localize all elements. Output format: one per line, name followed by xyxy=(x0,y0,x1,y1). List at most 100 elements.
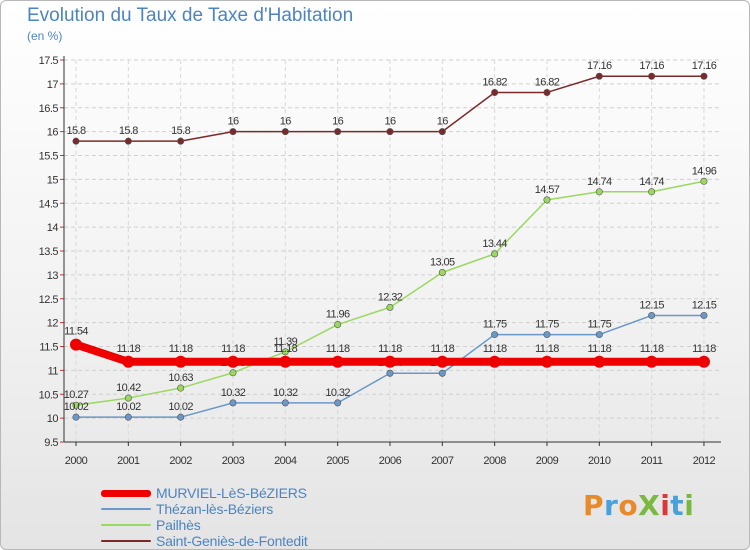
data-point xyxy=(281,399,289,407)
data-point xyxy=(648,188,656,196)
data-point xyxy=(491,88,499,96)
data-point xyxy=(648,311,656,319)
x-tick-label: 2012 xyxy=(693,455,716,467)
legend-swatch xyxy=(101,524,151,526)
data-point xyxy=(279,355,292,368)
data-point xyxy=(595,72,603,80)
logo-letter: P xyxy=(583,489,605,522)
data-point xyxy=(700,311,708,319)
data-point xyxy=(70,338,82,351)
y-tick-label: 16 xyxy=(47,127,59,139)
legend-swatch xyxy=(101,489,151,497)
data-label: 16 xyxy=(384,116,396,128)
data-label: 11.18 xyxy=(116,343,140,355)
x-tick-label: 2010 xyxy=(588,455,611,467)
data-point xyxy=(281,348,289,356)
legend-label: Thézan-lès-Béziers xyxy=(156,501,273,517)
data-label: 11.18 xyxy=(221,343,245,355)
data-point xyxy=(229,369,237,377)
legend-label: Saint-Geniès-de-Fontedit xyxy=(156,533,308,549)
data-point xyxy=(229,399,237,407)
data-point xyxy=(281,128,289,136)
x-tick-label: 2004 xyxy=(274,455,297,467)
data-point xyxy=(595,188,603,196)
y-tick-label: 14.5 xyxy=(39,198,59,210)
x-tick-label: 2011 xyxy=(641,455,663,467)
data-label: 14.96 xyxy=(692,165,717,177)
data-label: 14.57 xyxy=(535,184,560,196)
data-label: 11.18 xyxy=(483,343,507,355)
data-label: 17.16 xyxy=(692,60,717,72)
data-point xyxy=(177,384,185,392)
x-tick-label: 2006 xyxy=(379,455,402,467)
data-label: 10.02 xyxy=(64,401,89,413)
data-point xyxy=(124,413,132,421)
data-point xyxy=(386,369,394,377)
data-label: 16 xyxy=(437,116,449,128)
data-point xyxy=(491,250,499,258)
data-label: 14.74 xyxy=(587,176,612,188)
data-point xyxy=(177,413,185,421)
data-point xyxy=(122,355,135,368)
data-label: 17.16 xyxy=(587,60,612,72)
data-label: 10.27 xyxy=(64,389,89,401)
data-label: 16 xyxy=(332,116,344,128)
data-label: 13.05 xyxy=(430,256,455,268)
y-tick-label: 12.5 xyxy=(39,294,59,306)
data-label: 11.18 xyxy=(430,343,454,355)
data-label: 11.18 xyxy=(169,343,193,355)
data-label: 10.02 xyxy=(116,401,141,413)
data-label: 11.39 xyxy=(273,336,297,348)
data-point xyxy=(72,401,80,409)
legend-item: Thézan-lès-Béziers xyxy=(101,501,308,517)
data-point xyxy=(438,128,446,136)
y-tick-label: 15 xyxy=(47,174,59,186)
data-point xyxy=(124,394,132,402)
y-tick-label: 11.5 xyxy=(39,342,58,354)
legend-swatch xyxy=(101,540,151,542)
data-point xyxy=(174,355,187,368)
chart-title: Evolution du Taux de Taxe d'Habitation xyxy=(27,5,354,26)
legend-label: Pailhès xyxy=(156,517,201,533)
data-point xyxy=(334,399,342,407)
data-label: 11.18 xyxy=(378,343,402,355)
logo-letter: X xyxy=(638,489,661,522)
data-label: 11.18 xyxy=(640,343,664,355)
data-point xyxy=(700,177,708,185)
logo-letter: i xyxy=(684,489,695,522)
data-point xyxy=(648,72,656,80)
legend: MURVIEL-LèS-BéZIERS Thézan-lès-Béziers Pai… xyxy=(101,485,308,549)
y-tick-label: 10 xyxy=(47,413,59,425)
data-point xyxy=(438,369,446,377)
proxiti-logo: ProXiti xyxy=(583,489,694,522)
logo-letter: t xyxy=(670,489,685,522)
y-tick-label: 14 xyxy=(47,222,59,234)
data-label: 10.32 xyxy=(221,387,246,399)
legend-item: Pailhès xyxy=(101,517,308,533)
y-tick-label: 12 xyxy=(47,318,59,330)
data-point xyxy=(226,355,239,368)
x-tick-label: 2009 xyxy=(536,455,559,467)
logo-letter: r xyxy=(604,489,619,522)
data-point xyxy=(645,355,658,368)
logo-letter: i xyxy=(660,489,671,522)
y-tick-label: 17.5 xyxy=(39,55,59,67)
data-point xyxy=(700,72,708,80)
data-point xyxy=(383,355,396,368)
data-point xyxy=(177,137,185,145)
data-point xyxy=(72,137,80,145)
data-label: 16 xyxy=(227,116,239,128)
data-label: 16 xyxy=(280,116,292,128)
data-label: 11.18 xyxy=(326,343,350,355)
data-point xyxy=(540,355,553,368)
data-label: 10.63 xyxy=(168,372,193,384)
y-tick-label: 13 xyxy=(47,270,59,282)
data-label: 11.18 xyxy=(273,343,297,355)
data-label: 10.02 xyxy=(168,401,193,413)
data-label: 12.15 xyxy=(692,299,717,311)
data-label: 11.18 xyxy=(692,343,716,355)
data-point xyxy=(124,137,132,145)
y-tick-label: 10.5 xyxy=(39,389,59,401)
